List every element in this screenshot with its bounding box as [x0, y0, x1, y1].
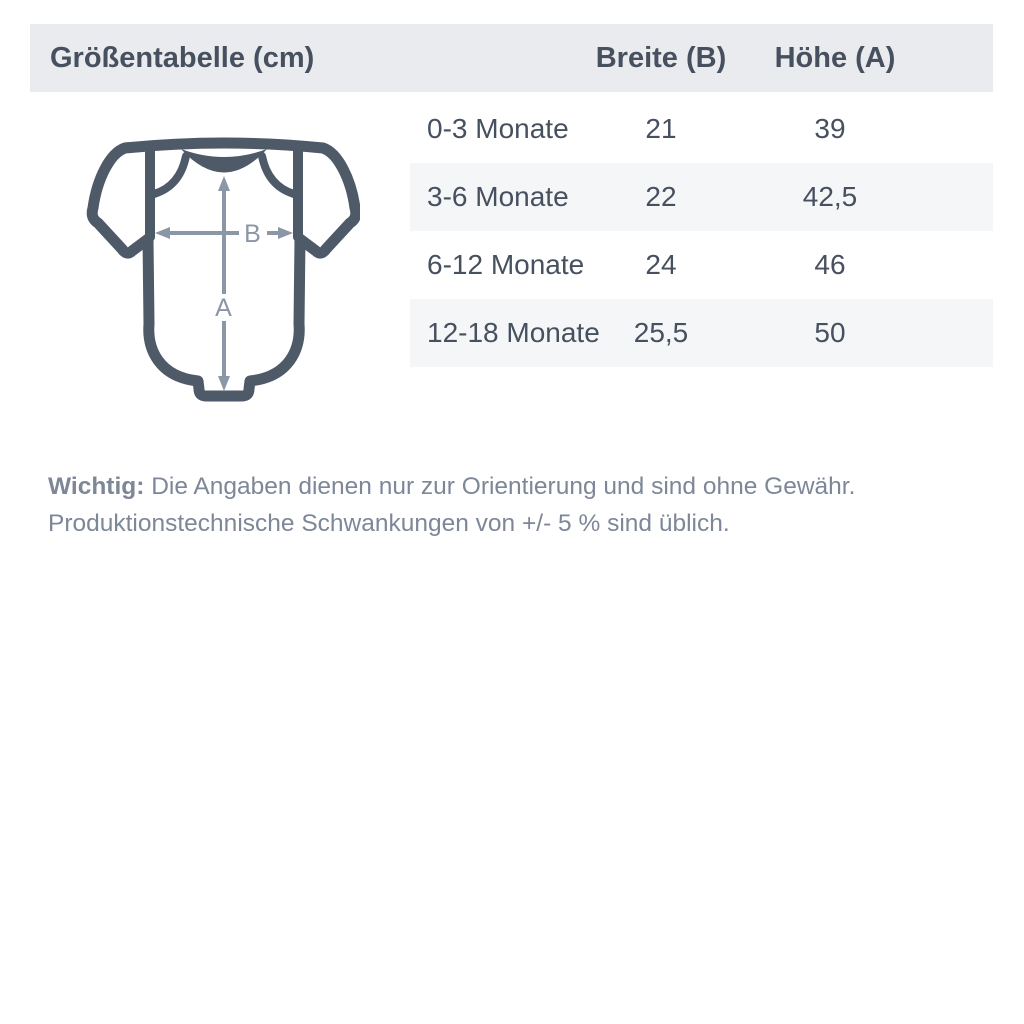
row-size-label: 3-6 Monate: [427, 181, 569, 212]
disclaimer-note: Wichtig: Die Angaben dienen nur zur Orie…: [48, 468, 978, 542]
row-width-value: 25,5: [633, 317, 689, 348]
bodysuit-measurement-diagram: A B: [84, 134, 360, 412]
height-letter-label: A: [215, 294, 233, 322]
row-size-label: 6-12 Monate: [427, 249, 585, 280]
table-row: 6-12 Monate 24 46: [410, 231, 993, 299]
width-arrow: [155, 227, 293, 239]
row-height-value: 39: [814, 113, 846, 144]
size-table: 0-3 Monate 21 39 3-6 Monate 22 42,5 6-12…: [410, 95, 993, 367]
row-width-value: 24: [645, 249, 677, 280]
column-header-width: Breite (B): [595, 42, 727, 74]
row-size-label: 0-3 Monate: [427, 113, 569, 144]
column-header-height: Höhe (A): [774, 42, 896, 74]
table-header-bar: Größentabelle (cm) Breite (B) Höhe (A): [30, 24, 993, 92]
row-height-value: 46: [814, 249, 846, 280]
bodysuit-diagram-svg: A B: [86, 137, 360, 402]
table-row: 0-3 Monate 21 39: [410, 95, 993, 163]
chart-title: Größentabelle (cm): [50, 42, 315, 74]
disclaimer-text: Die Angaben dienen nur zur Orientierung …: [48, 472, 856, 537]
height-arrow: [218, 176, 230, 391]
width-letter-label: B: [244, 220, 262, 248]
row-width-value: 21: [645, 113, 677, 144]
table-row: 12-18 Monate 25,5 50: [410, 299, 993, 367]
armhole-curve-left: [150, 152, 190, 198]
row-size-label: 12-18 Monate: [427, 317, 600, 348]
row-width-value: 22: [645, 181, 677, 212]
table-row: 3-6 Monate 22 42,5: [410, 163, 993, 231]
armhole-curve-right: [258, 152, 298, 198]
row-height-value: 50: [814, 317, 846, 348]
neckline-crescent: [181, 149, 267, 173]
row-height-value: 42,5: [802, 181, 858, 212]
disclaimer-label: Wichtig:: [48, 472, 145, 500]
